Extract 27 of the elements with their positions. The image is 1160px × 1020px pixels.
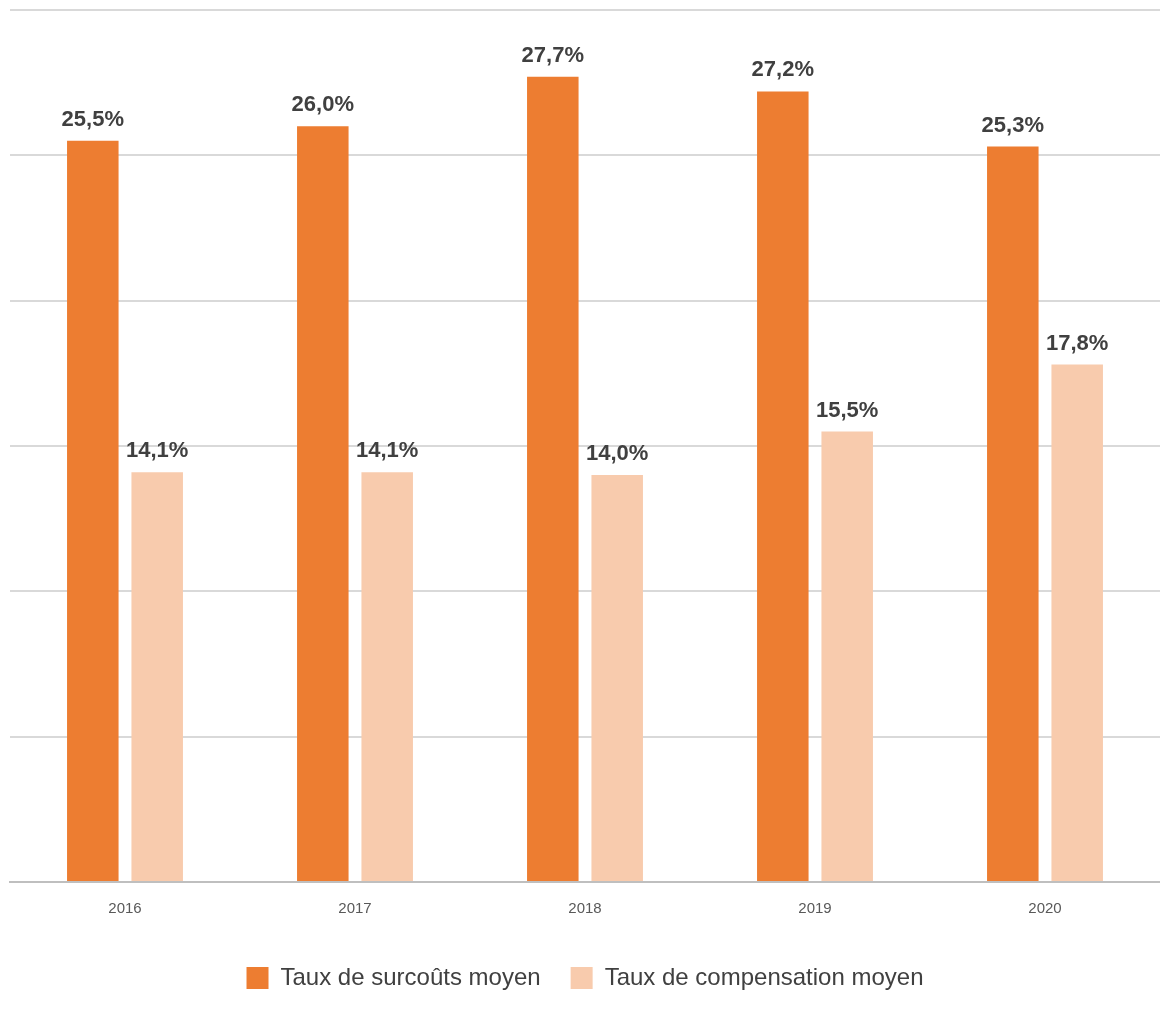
bar [361, 472, 413, 881]
data-label: 14,1% [126, 437, 189, 463]
data-label: 27,2% [751, 56, 814, 82]
data-label: 15,5% [816, 396, 879, 422]
x-tick-label: 2016 [108, 899, 142, 917]
data-label: 25,5% [61, 105, 124, 131]
legend-label: Taux de compensation moyen [604, 962, 924, 990]
data-label: 14,1% [356, 437, 419, 463]
data-label: 17,8% [1046, 329, 1109, 355]
bar [987, 146, 1039, 881]
x-tick-label: 2020 [1028, 899, 1062, 917]
x-tick-label: 2019 [798, 899, 832, 917]
x-tick-label: 2018 [568, 899, 602, 917]
bar [67, 140, 119, 881]
bar [297, 126, 349, 881]
data-label: 25,3% [981, 111, 1044, 137]
bar [821, 431, 873, 881]
bar [591, 475, 643, 881]
bar [757, 91, 809, 881]
data-label: 14,0% [586, 440, 649, 466]
legend-label: Taux de surcoûts moyen [280, 962, 541, 990]
bar [131, 472, 183, 881]
x-tick-label: 2017 [338, 899, 372, 917]
data-label: 27,7% [521, 41, 584, 67]
data-label: 26,0% [291, 91, 354, 117]
bar [527, 76, 579, 881]
bar [1051, 364, 1103, 881]
